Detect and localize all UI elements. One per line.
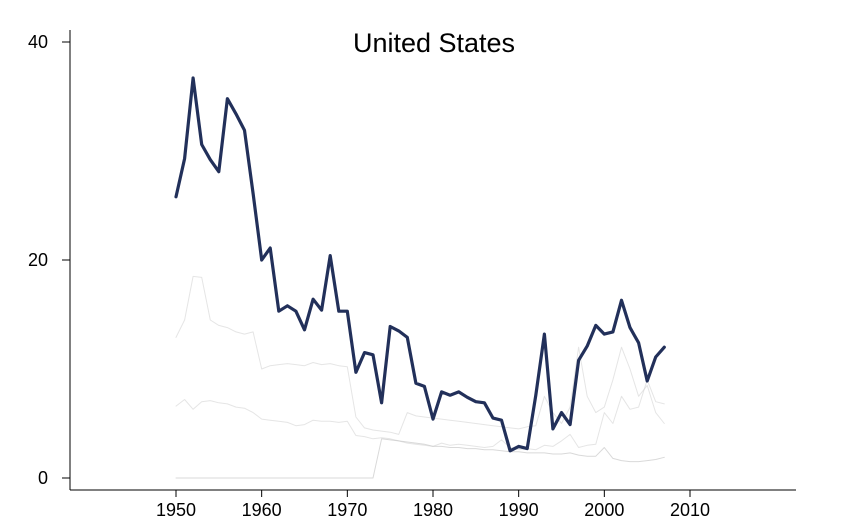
x-tick-label: 1960: [242, 500, 282, 520]
x-tick-label: 1990: [499, 500, 539, 520]
x-tick-label: 2010: [670, 500, 710, 520]
chart-title: United States: [353, 28, 515, 58]
y-tick-label: 0: [38, 468, 48, 488]
y-tick-label: 20: [28, 250, 48, 270]
y-axis-ticks: 0 20 40: [28, 32, 70, 488]
series-line-comparison: [175, 379, 665, 451]
series-line-comparison: [175, 275, 665, 435]
y-tick-label: 40: [28, 32, 48, 52]
x-tick-label: 1980: [413, 500, 453, 520]
x-tick-label: 1970: [327, 500, 367, 520]
x-tick-label: 2000: [584, 500, 624, 520]
series-line-united-states: [174, 76, 666, 453]
x-axis-ticks: 1950 1960 1970 1980 1990 2000 2010: [156, 490, 710, 520]
series-layer: [174, 76, 666, 479]
x-tick-label: 1950: [156, 500, 196, 520]
series-line-comparison: [175, 438, 665, 479]
